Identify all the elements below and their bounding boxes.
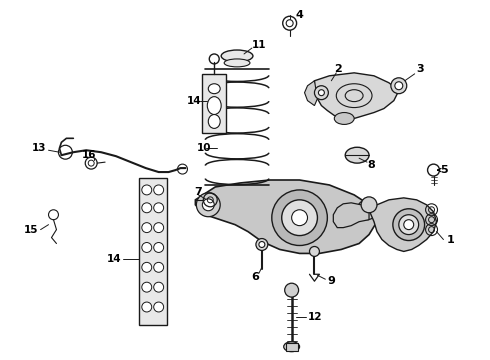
Text: 7: 7: [195, 187, 202, 197]
Text: 2: 2: [334, 64, 342, 74]
Ellipse shape: [272, 190, 327, 246]
Ellipse shape: [256, 239, 268, 251]
Polygon shape: [369, 198, 437, 251]
Text: 15: 15: [24, 225, 39, 235]
Ellipse shape: [292, 210, 308, 226]
Text: 12: 12: [308, 312, 322, 322]
Text: 11: 11: [252, 40, 267, 50]
Text: 5: 5: [441, 165, 448, 175]
Ellipse shape: [399, 215, 418, 235]
Bar: [286, 343, 297, 351]
Ellipse shape: [142, 223, 152, 233]
Text: 13: 13: [32, 143, 47, 153]
Ellipse shape: [142, 185, 152, 195]
Ellipse shape: [208, 84, 220, 94]
Ellipse shape: [315, 86, 328, 100]
Ellipse shape: [154, 203, 164, 213]
Ellipse shape: [154, 262, 164, 272]
Ellipse shape: [284, 342, 299, 352]
Polygon shape: [196, 180, 377, 253]
Ellipse shape: [361, 197, 377, 213]
Text: 9: 9: [327, 276, 335, 286]
Ellipse shape: [142, 282, 152, 292]
Text: 1: 1: [446, 234, 454, 244]
Text: 8: 8: [367, 160, 375, 170]
Ellipse shape: [142, 203, 152, 213]
Text: 3: 3: [416, 64, 424, 74]
Ellipse shape: [142, 262, 152, 272]
Ellipse shape: [154, 302, 164, 312]
Text: 4: 4: [295, 10, 303, 20]
Ellipse shape: [142, 302, 152, 312]
Polygon shape: [305, 81, 318, 105]
Text: 14: 14: [187, 96, 201, 105]
Ellipse shape: [196, 193, 220, 217]
Ellipse shape: [207, 96, 221, 114]
Ellipse shape: [285, 283, 298, 297]
Ellipse shape: [318, 90, 324, 96]
Ellipse shape: [391, 78, 407, 94]
Ellipse shape: [334, 113, 354, 125]
Ellipse shape: [224, 59, 250, 67]
Ellipse shape: [259, 242, 265, 247]
Ellipse shape: [154, 185, 164, 195]
Ellipse shape: [221, 50, 253, 62]
Ellipse shape: [404, 220, 414, 230]
Ellipse shape: [310, 247, 319, 256]
Ellipse shape: [345, 147, 369, 163]
Ellipse shape: [154, 282, 164, 292]
Text: 16: 16: [82, 150, 97, 160]
Bar: [139, 178, 167, 325]
Text: 6: 6: [251, 272, 259, 282]
Ellipse shape: [154, 243, 164, 252]
Ellipse shape: [202, 199, 214, 211]
Ellipse shape: [142, 243, 152, 252]
Text: 10: 10: [196, 143, 211, 153]
Ellipse shape: [357, 200, 377, 220]
Bar: [202, 74, 226, 133]
Ellipse shape: [282, 200, 318, 235]
Polygon shape: [315, 73, 399, 118]
Ellipse shape: [393, 209, 425, 240]
Ellipse shape: [208, 114, 220, 129]
Ellipse shape: [154, 223, 164, 233]
Ellipse shape: [395, 82, 403, 90]
Text: 14: 14: [106, 255, 121, 264]
Polygon shape: [333, 203, 369, 228]
